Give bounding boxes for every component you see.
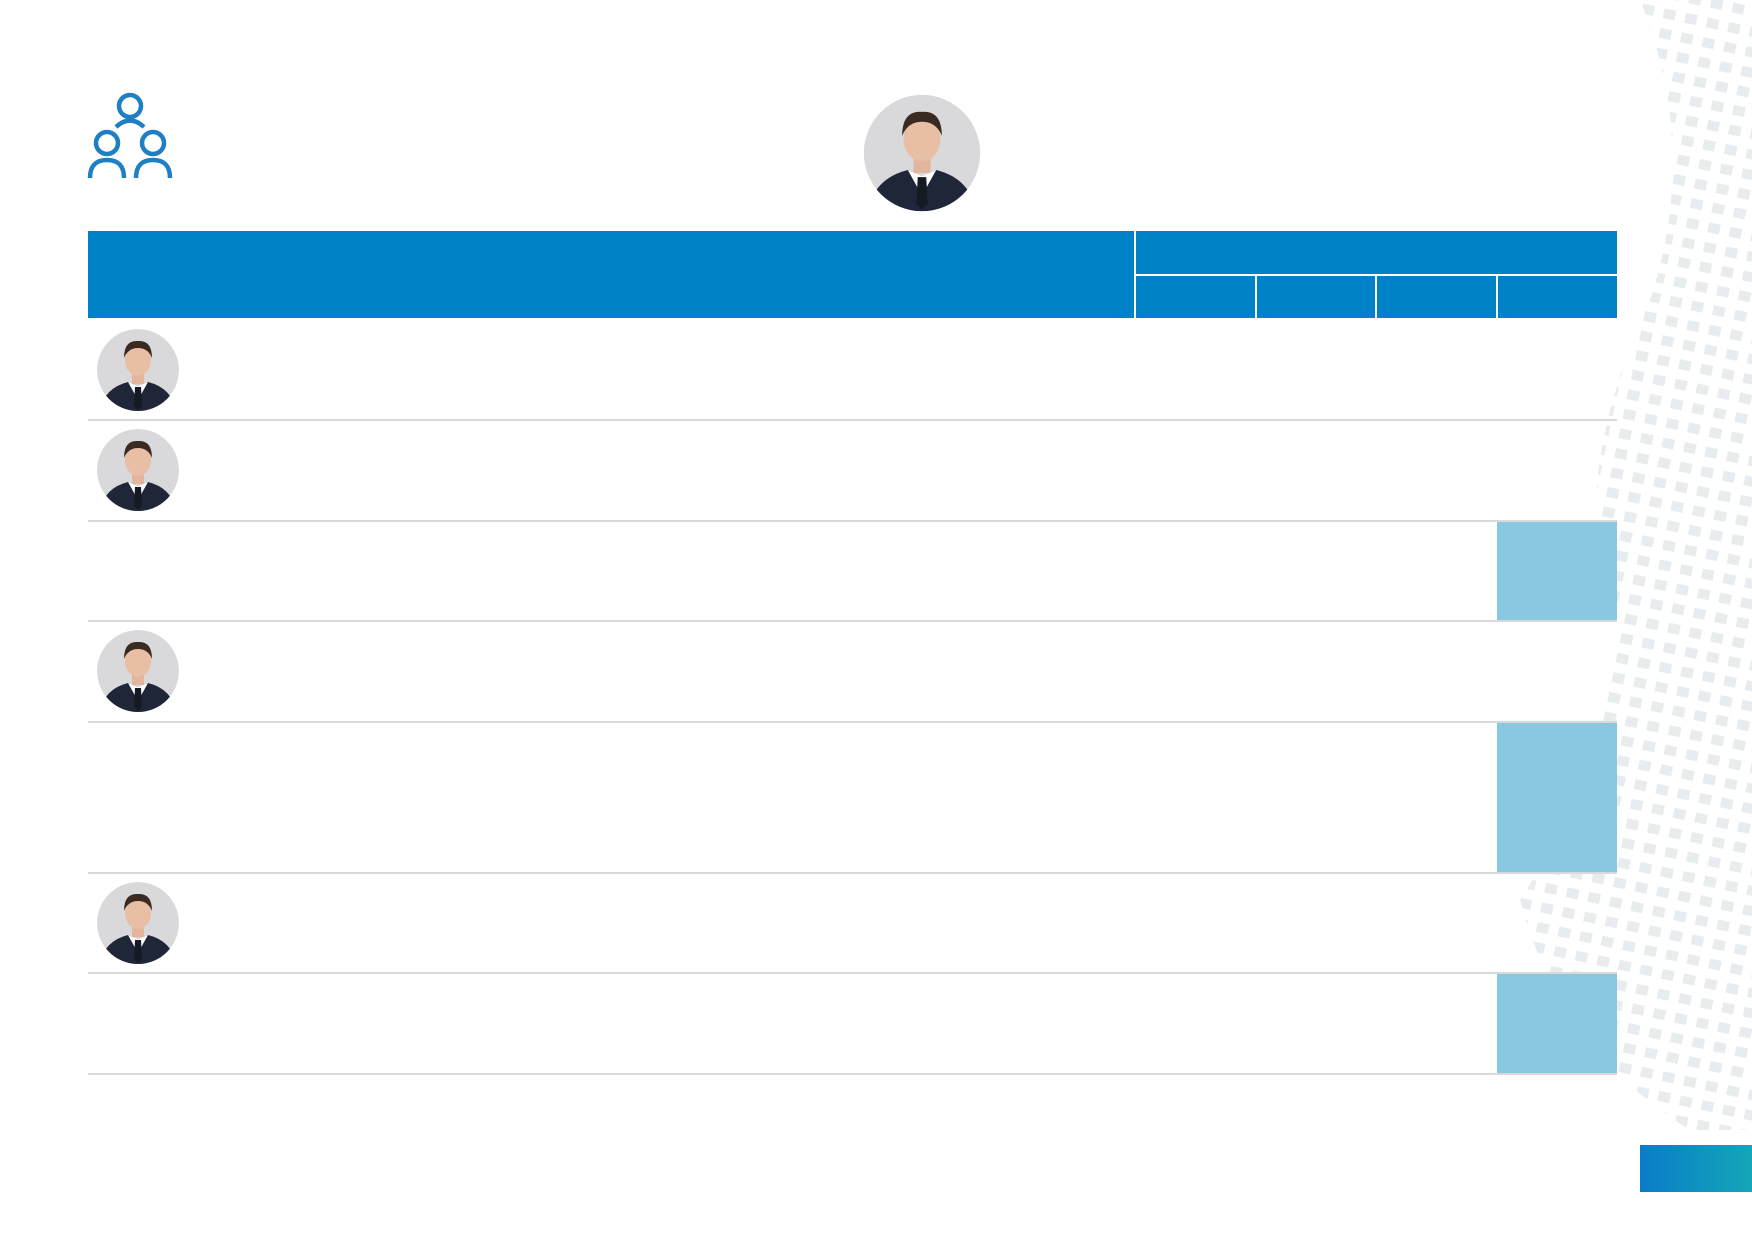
row-avatar	[97, 329, 179, 411]
page-tab	[1640, 1145, 1752, 1192]
row-separators	[88, 419, 1617, 1075]
header-dividers	[1134, 231, 1617, 318]
highlight-cells	[1497, 521, 1617, 1074]
team-icon	[87, 92, 173, 179]
row-avatar	[97, 630, 179, 712]
row-avatar	[97, 882, 179, 964]
row-avatar	[97, 429, 179, 511]
portrait	[864, 95, 980, 211]
